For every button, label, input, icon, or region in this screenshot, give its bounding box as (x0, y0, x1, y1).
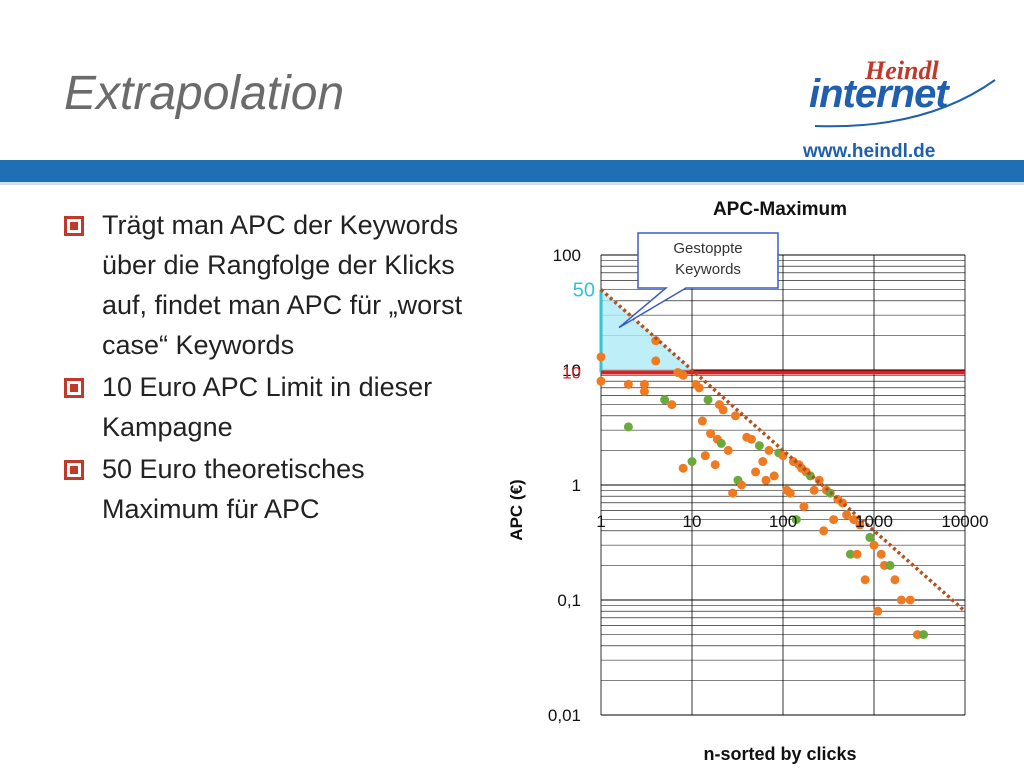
data-point (845, 549, 855, 559)
data-points (596, 336, 929, 640)
slide-title: Extrapolation (64, 67, 345, 120)
data-point (623, 422, 633, 432)
data-point (667, 400, 677, 410)
trend-line (599, 288, 967, 613)
bullet-text: 50 Euro theoretisches Maximum für APC (102, 454, 365, 524)
limit-label: 10 (562, 364, 581, 383)
data-point (706, 429, 716, 439)
data-point (678, 463, 688, 473)
data-point (849, 515, 859, 525)
data-point (710, 460, 720, 470)
y-tick-label: 100 (553, 246, 581, 265)
data-point (730, 411, 740, 421)
bullet-square-icon (64, 460, 84, 480)
data-point (737, 480, 747, 490)
callout-box (618, 232, 779, 329)
callout-text: Keywords (675, 261, 741, 278)
data-point (596, 352, 606, 362)
data-point (761, 475, 771, 485)
data-point (842, 510, 852, 520)
bullet-text: Trägt man APC der Keywords über die Rang… (102, 210, 463, 360)
data-point (885, 560, 895, 570)
data-point (700, 451, 710, 461)
chart-grid (600, 254, 966, 716)
logo-heindl-text: Heindl (865, 56, 939, 85)
x-tick-label: 1 (596, 512, 605, 531)
x-tick-label: 10000 (941, 512, 988, 531)
data-point (769, 471, 779, 481)
chart-title: APC-Maximum (713, 199, 847, 220)
data-point (678, 370, 688, 380)
y-axis-label: APC (€) (507, 479, 526, 540)
data-point (919, 630, 929, 640)
data-point (651, 336, 661, 346)
data-point (869, 540, 879, 550)
bullet-list: Trägt man APC der Keywords über die Rang… (64, 205, 474, 531)
header-band (0, 160, 1024, 182)
data-point (639, 387, 649, 397)
x-tick-label: 10 (683, 512, 702, 531)
data-point (639, 379, 649, 389)
data-point (754, 441, 764, 451)
x-tick-label: 1000 (855, 512, 893, 531)
bullet-item: 50 Euro theoretisches Maximum für APC (64, 449, 474, 529)
y-tick-label: 0,1 (557, 591, 581, 610)
logo-internet-text: internet (809, 72, 949, 116)
data-point (852, 549, 862, 559)
x-tick-label: 100 (769, 512, 797, 531)
data-point (809, 485, 819, 495)
trend-line-group (599, 288, 967, 613)
bullet-item: 10 Euro APC Limit in dieser Kampagne (64, 367, 474, 447)
data-point (819, 526, 829, 536)
data-point (716, 438, 726, 448)
y-tick-label: 1 (572, 476, 581, 495)
data-point (703, 395, 713, 405)
y-tick-label: 0,01 (548, 706, 581, 725)
data-point (687, 457, 697, 467)
y-tick-label: 10 (562, 361, 581, 380)
data-point (694, 383, 704, 393)
heindl-internet-logo: Heindl internet (805, 52, 1005, 132)
logo-swoosh-icon (814, 79, 996, 128)
data-point (764, 445, 774, 455)
bullet-text: 10 Euro APC Limit in dieser Kampagne (102, 372, 433, 442)
data-point (905, 595, 915, 605)
bullet-square-icon (64, 216, 84, 236)
data-point (829, 515, 839, 525)
data-point (697, 416, 707, 426)
data-point (876, 549, 886, 559)
data-point (873, 606, 883, 616)
data-point (791, 515, 801, 525)
bullet-item: Trägt man APC der Keywords über die Rang… (64, 205, 474, 365)
data-point (651, 356, 661, 366)
bullet-square-icon (64, 378, 84, 398)
data-point (728, 488, 738, 498)
x-axis-label: n-sorted by clicks (703, 744, 856, 764)
data-point (865, 532, 875, 542)
website-url[interactable]: www.heindl.de (803, 141, 936, 162)
data-point (758, 457, 768, 467)
data-point (799, 502, 809, 512)
data-point (896, 595, 906, 605)
apc-scatter-chart: APC-Maximum 100 10 1 0,1 0,01 1 10 100 1000 10000… (507, 199, 989, 764)
data-point (746, 434, 756, 444)
max-label: 50 (573, 280, 595, 302)
max-fill-triangle (601, 289, 695, 373)
data-point (860, 575, 870, 585)
data-point (723, 445, 733, 455)
data-point (785, 488, 795, 498)
data-point (718, 405, 728, 415)
data-point (660, 395, 670, 405)
data-point (890, 575, 900, 585)
data-point (623, 379, 633, 389)
data-point (751, 467, 761, 477)
callout-text: Gestoppte (673, 240, 742, 257)
header-band-line (0, 182, 1024, 185)
callout-gestoppte-keywords: Gestoppte Keywords (618, 232, 779, 329)
data-point (596, 376, 606, 386)
